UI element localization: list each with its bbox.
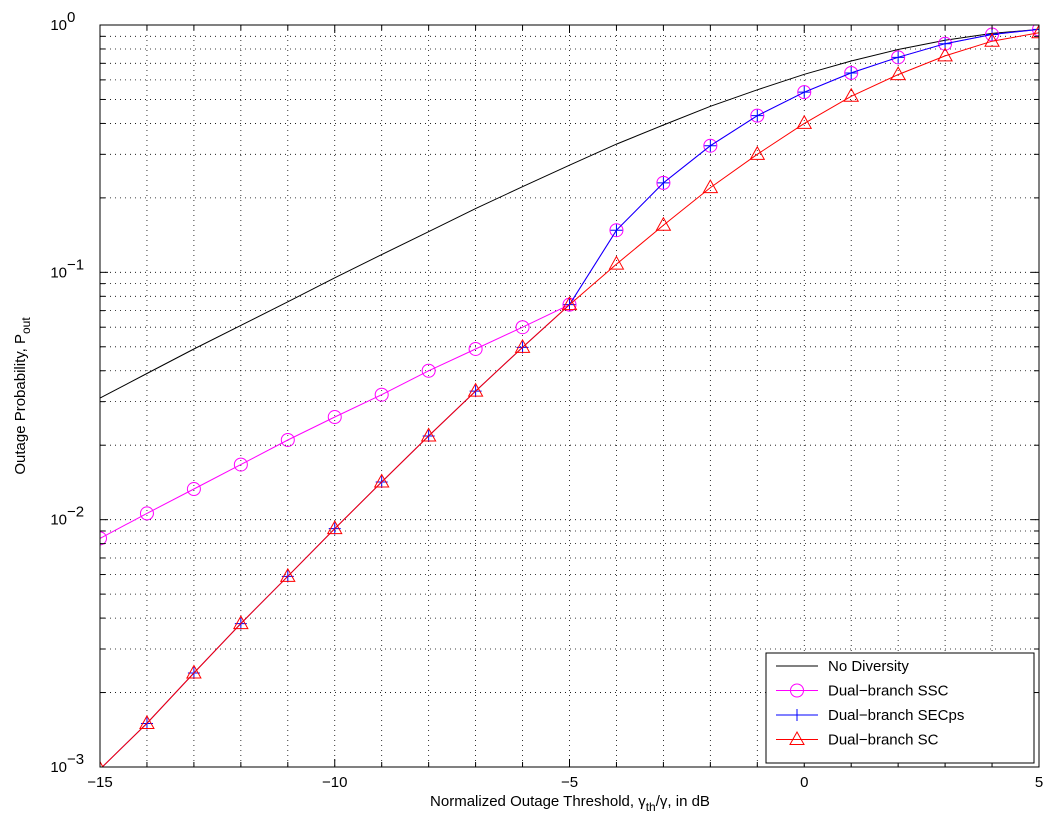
legend-entry: Dual−branch SECps — [776, 707, 964, 724]
marker-triangle — [1031, 25, 1039, 39]
marker-plus — [704, 139, 717, 152]
legend-label: Dual−branch SSC — [828, 683, 949, 700]
legend-entry: Dual−branch SSC — [776, 683, 949, 700]
marker-circle — [468, 341, 483, 356]
x-axis-label-gamma: γ — [638, 793, 646, 810]
x-axis-label-sub: th — [646, 800, 656, 814]
marker-circle — [280, 432, 295, 447]
marker-circle — [844, 65, 859, 80]
marker-circle — [609, 223, 624, 238]
marker-circle — [186, 482, 201, 497]
marker-triangle — [937, 47, 953, 62]
marker-circle — [703, 138, 718, 153]
y-tick-label: 10 — [50, 759, 67, 776]
x-axis-label-main: Normalized Outage Threshold, — [430, 793, 638, 810]
series-no-diversity — [100, 28, 1039, 399]
legend-entry: No Diversity — [776, 658, 909, 675]
axis-ticks — [99, 24, 1040, 768]
marker-triangle — [139, 714, 155, 729]
marker-triangle — [789, 730, 805, 745]
series-line — [100, 28, 1039, 399]
marker-plus — [1033, 25, 1039, 36]
y-tick-label-exponent: 0 — [67, 9, 75, 26]
x-axis-label-gamma2: /γ — [656, 793, 668, 810]
marker-plus — [751, 109, 764, 122]
y-tick-label-exponent: −1 — [67, 256, 84, 273]
marker-triangle — [232, 615, 249, 630]
marker-triangle — [467, 382, 484, 397]
marker-triangle — [749, 145, 766, 160]
marker-triangle — [186, 664, 202, 679]
marker-triangle — [702, 179, 719, 194]
x-axis-label-rest: , in dB — [667, 793, 710, 810]
marker-triangle — [326, 520, 343, 535]
marker-triangle — [843, 87, 860, 102]
x-tick-label: −5 — [561, 774, 578, 791]
series-line — [101, 32, 1039, 767]
marker-circle — [797, 85, 812, 100]
marker-plus — [892, 51, 905, 64]
series-dual-branch-sc — [100, 25, 1039, 767]
marker-plus — [791, 709, 803, 721]
x-tick-labels: −15 −10 −5 0 5 — [87, 774, 1043, 791]
marker-circle — [327, 410, 342, 425]
marker-circle — [421, 363, 436, 378]
marker-circle — [656, 175, 671, 190]
marker-triangle — [561, 296, 578, 311]
legend-label: Dual−branch SC — [828, 732, 939, 749]
marker-plus — [610, 224, 623, 237]
legend-label: No Diversity — [828, 658, 909, 675]
x-tick-label: −10 — [322, 774, 347, 791]
marker-triangle — [890, 66, 907, 81]
marker-circle — [233, 457, 248, 472]
marker-circle — [100, 531, 107, 546]
marker-circle — [1032, 25, 1039, 37]
marker-triangle — [373, 473, 390, 488]
marker-plus — [798, 86, 811, 99]
x-tick-label: −15 — [87, 774, 112, 791]
y-tick-label: 10 — [50, 17, 67, 34]
marker-triangle — [796, 114, 813, 129]
y-axis-label-sub: out — [19, 317, 33, 334]
legend-label: Dual−branch SECps — [828, 707, 964, 724]
marker-circle — [750, 108, 765, 123]
marker-circle — [938, 36, 953, 51]
y-tick-label: 10 — [50, 512, 67, 529]
x-axis-label: Normalized Outage Threshold, γth/γ, in d… — [430, 793, 710, 814]
marker-plus — [845, 66, 858, 79]
marker-circle — [790, 683, 804, 698]
y-tick-label-exponent: −2 — [67, 504, 84, 521]
y-tick-label-exponent: −3 — [67, 751, 84, 768]
legend-entry: Dual−branch SC — [776, 730, 939, 749]
marker-triangle — [655, 216, 672, 231]
marker-circle — [891, 50, 906, 65]
x-tick-label: 5 — [1035, 774, 1043, 791]
x-tick-label: 0 — [800, 774, 808, 791]
marker-circle — [374, 387, 389, 402]
legend-box — [765, 652, 1035, 764]
marker-circle — [139, 506, 154, 521]
marker-plus — [657, 176, 670, 189]
marker-triangle — [420, 427, 437, 442]
marker-triangle — [608, 255, 625, 270]
y-tick-label: 10 — [50, 264, 67, 281]
legend: No Diversity Dual−branch SSC Dual−branch S… — [765, 652, 1035, 764]
marker-triangle — [279, 567, 296, 582]
series-layer — [100, 25, 1039, 767]
marker-circle — [515, 320, 530, 335]
marker-triangle — [514, 338, 531, 353]
y-axis-label-main: Outage Probability, P — [12, 334, 29, 475]
y-axis-label: Outage Probability, Pout — [12, 317, 33, 475]
marker-triangle — [984, 32, 1000, 47]
